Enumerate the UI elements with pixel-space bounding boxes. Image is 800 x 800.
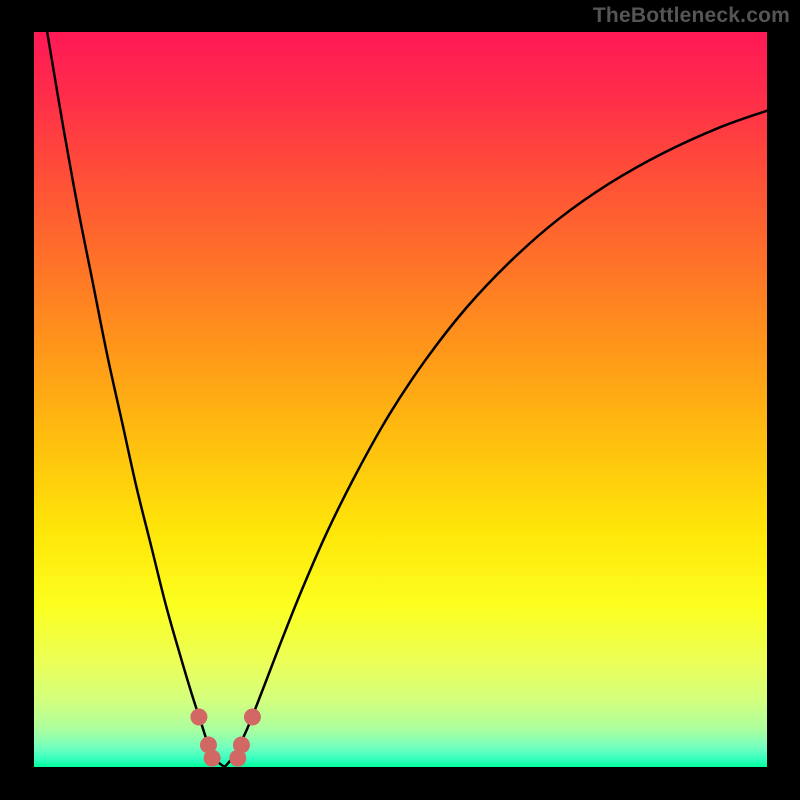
data-marker	[204, 750, 221, 767]
chart-background	[34, 32, 767, 767]
chart-svg	[34, 32, 767, 767]
watermark-text: TheBottleneck.com	[593, 4, 790, 28]
data-marker	[233, 736, 250, 753]
chart-container: TheBottleneck.com	[0, 0, 800, 800]
data-marker	[244, 709, 261, 726]
plot-area	[34, 32, 767, 767]
data-marker	[190, 709, 207, 726]
